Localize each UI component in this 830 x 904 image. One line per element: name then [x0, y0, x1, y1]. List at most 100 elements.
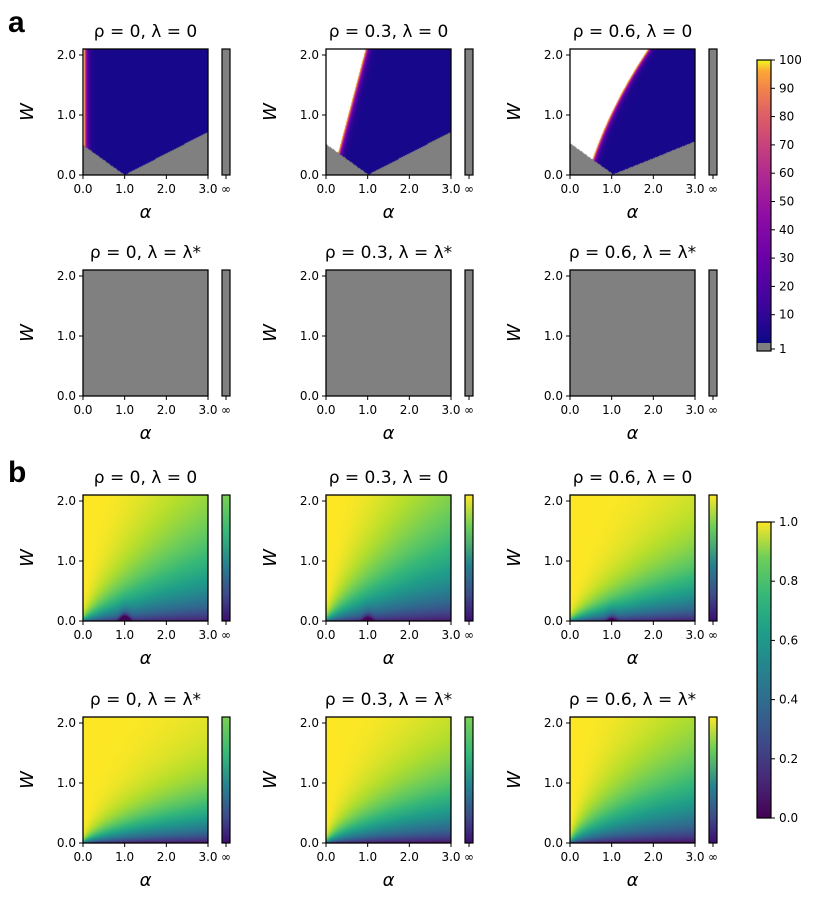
subplot-title: ρ = 0.3, λ = 0	[329, 22, 449, 42]
y-tick-label: 1.0	[300, 776, 319, 790]
subplot-b-4: ρ = 0, λ = λ* 0.0 1.0 2.0 3.0 0.0 1.0 2.0 α W ∞	[17, 690, 231, 891]
y-axis-label: W	[504, 770, 525, 789]
x-tick-label: 1.0	[115, 403, 134, 417]
x-tick-label: 2.0	[157, 628, 176, 642]
infinity-strip	[708, 48, 718, 176]
colorbars-layer: 1 10 20 30 40 50 60 70 80 90 100 0.0 0.2 0.4 0.6 0.8 1.0	[756, 53, 802, 825]
x-tick-label: 3.0	[441, 850, 460, 864]
y-axis-label: W	[17, 770, 38, 789]
infinity-tick-label: ∞	[221, 403, 231, 417]
plot-frame	[569, 269, 696, 397]
colorbar-b-tick-label: 0.6	[779, 633, 798, 647]
y-tick-label: 0.0	[57, 836, 76, 850]
colorbar-b-tick-label: 0.2	[779, 752, 798, 766]
subplot-title: ρ = 0, λ = λ*	[90, 690, 201, 710]
y-axis-label: W	[504, 548, 525, 567]
infinity-tick-label: ∞	[708, 403, 718, 417]
y-tick-label: 0.0	[544, 614, 563, 628]
y-tick-label: 2.0	[300, 269, 319, 283]
y-tick-label: 0.0	[544, 168, 563, 182]
y-tick-label: 2.0	[300, 494, 319, 508]
y-tick-label: 1.0	[300, 108, 319, 122]
subplot-a-5: ρ = 0.3, λ = λ* 0.0 1.0 2.0 3.0 0.0 1.0 2.0 α W ∞	[260, 243, 474, 444]
infinity-strip	[221, 494, 231, 622]
plot-frame	[82, 269, 209, 397]
x-tick-label: 3.0	[685, 850, 704, 864]
subplot-b-6: ρ = 0.6, λ = λ* 0.0 1.0 2.0 3.0 0.0 1.0 2.0 α W ∞	[504, 690, 718, 891]
y-tick-label: 1.0	[300, 329, 319, 343]
y-tick-label: 2.0	[544, 48, 563, 62]
y-tick-label: 2.0	[57, 48, 76, 62]
x-tick-label: 3.0	[441, 182, 460, 196]
subplot-b-2: ρ = 0.3, λ = 0 0.0 1.0 2.0 3.0 0.0 1.0 2.0 α W ∞	[260, 468, 474, 669]
x-tick-label: 0.0	[316, 628, 335, 642]
y-axis-label: W	[260, 102, 281, 121]
x-tick-label: 2.0	[644, 628, 663, 642]
x-tick-label: 3.0	[685, 403, 704, 417]
x-tick-label: 2.0	[400, 850, 419, 864]
x-axis-label: α	[627, 648, 639, 669]
colorbar-a-tick-label: 60	[779, 166, 794, 180]
x-tick-label: 0.0	[73, 182, 92, 196]
colorbar-a-underflow	[757, 343, 771, 351]
y-tick-label: 2.0	[300, 716, 319, 730]
y-axis-label: W	[504, 102, 525, 121]
infinity-tick-label: ∞	[708, 850, 718, 864]
x-tick-label: 1.0	[115, 850, 134, 864]
x-tick-label: 3.0	[441, 628, 460, 642]
y-axis-label: W	[17, 102, 38, 121]
colorbar-b-gradient	[756, 521, 772, 819]
infinity-tick-label: ∞	[221, 628, 231, 642]
subplot-title: ρ = 0.6, λ = λ*	[569, 243, 696, 263]
y-axis-label: W	[260, 548, 281, 567]
heatmap-image	[326, 717, 451, 843]
heatmap-image	[326, 495, 451, 621]
colorbar-a: 1 10 20 30 40 50 60 70 80 90 100	[756, 53, 802, 356]
panel-label-b: b	[8, 456, 26, 489]
heatmap-image	[83, 495, 208, 621]
y-tick-label: 2.0	[57, 494, 76, 508]
y-tick-label: 1.0	[57, 776, 76, 790]
subplot-b-1: ρ = 0, λ = 0 0.0 1.0 2.0 3.0 0.0 1.0 2.0 α W ∞	[17, 468, 231, 669]
plot-frame	[82, 494, 209, 622]
heatmap-image	[326, 49, 451, 175]
y-tick-label: 0.0	[544, 389, 563, 403]
heatmap-image	[83, 717, 208, 843]
infinity-strip	[708, 269, 718, 397]
y-axis-label: W	[17, 548, 38, 567]
subplot-a-3: ρ = 0.6, λ = 0 0.0 1.0 2.0 3.0 0.0 1.0 2.0 α W ∞	[504, 22, 718, 223]
y-tick-label: 0.0	[57, 614, 76, 628]
infinity-tick-label: ∞	[464, 182, 474, 196]
x-axis-label: α	[140, 202, 152, 223]
y-tick-label: 1.0	[544, 329, 563, 343]
x-tick-label: 2.0	[400, 628, 419, 642]
x-tick-label: 0.0	[316, 182, 335, 196]
subplot-b-3: ρ = 0.6, λ = 0 0.0 1.0 2.0 3.0 0.0 1.0 2.0 α W ∞	[504, 468, 718, 669]
y-axis-label: W	[17, 323, 38, 342]
subplot-title: ρ = 0.6, λ = 0	[573, 468, 693, 488]
x-tick-label: 2.0	[157, 850, 176, 864]
colorbar-a-tick-label: 20	[779, 279, 794, 293]
x-tick-label: 0.0	[73, 628, 92, 642]
plot-frame	[325, 494, 452, 622]
x-axis-label: α	[627, 870, 639, 891]
y-tick-label: 0.0	[300, 836, 319, 850]
panels-layer: ρ = 0, λ = 0 0.0 1.0 2.0 3.0 0.0 1.0 2.0 α W ∞ ρ = …	[17, 22, 718, 891]
heatmap-image	[570, 270, 695, 396]
subplot-title: ρ = 0, λ = 0	[94, 468, 197, 488]
y-tick-label: 1.0	[57, 108, 76, 122]
colorbar-a-tick-label: 80	[779, 110, 794, 124]
y-tick-label: 2.0	[544, 716, 563, 730]
y-tick-label: 0.0	[300, 614, 319, 628]
colorbar-a-tick-label: 70	[779, 138, 794, 152]
y-axis-label: W	[260, 770, 281, 789]
infinity-strip	[221, 269, 231, 397]
x-tick-label: 1.0	[358, 628, 377, 642]
colorbar-a-gradient	[757, 60, 771, 343]
x-tick-label: 2.0	[400, 403, 419, 417]
panel-label-a: a	[8, 6, 25, 39]
infinity-tick-label: ∞	[464, 628, 474, 642]
subplot-a-4: ρ = 0, λ = λ* 0.0 1.0 2.0 3.0 0.0 1.0 2.0 α W ∞	[17, 243, 231, 444]
x-tick-label: 3.0	[198, 850, 217, 864]
